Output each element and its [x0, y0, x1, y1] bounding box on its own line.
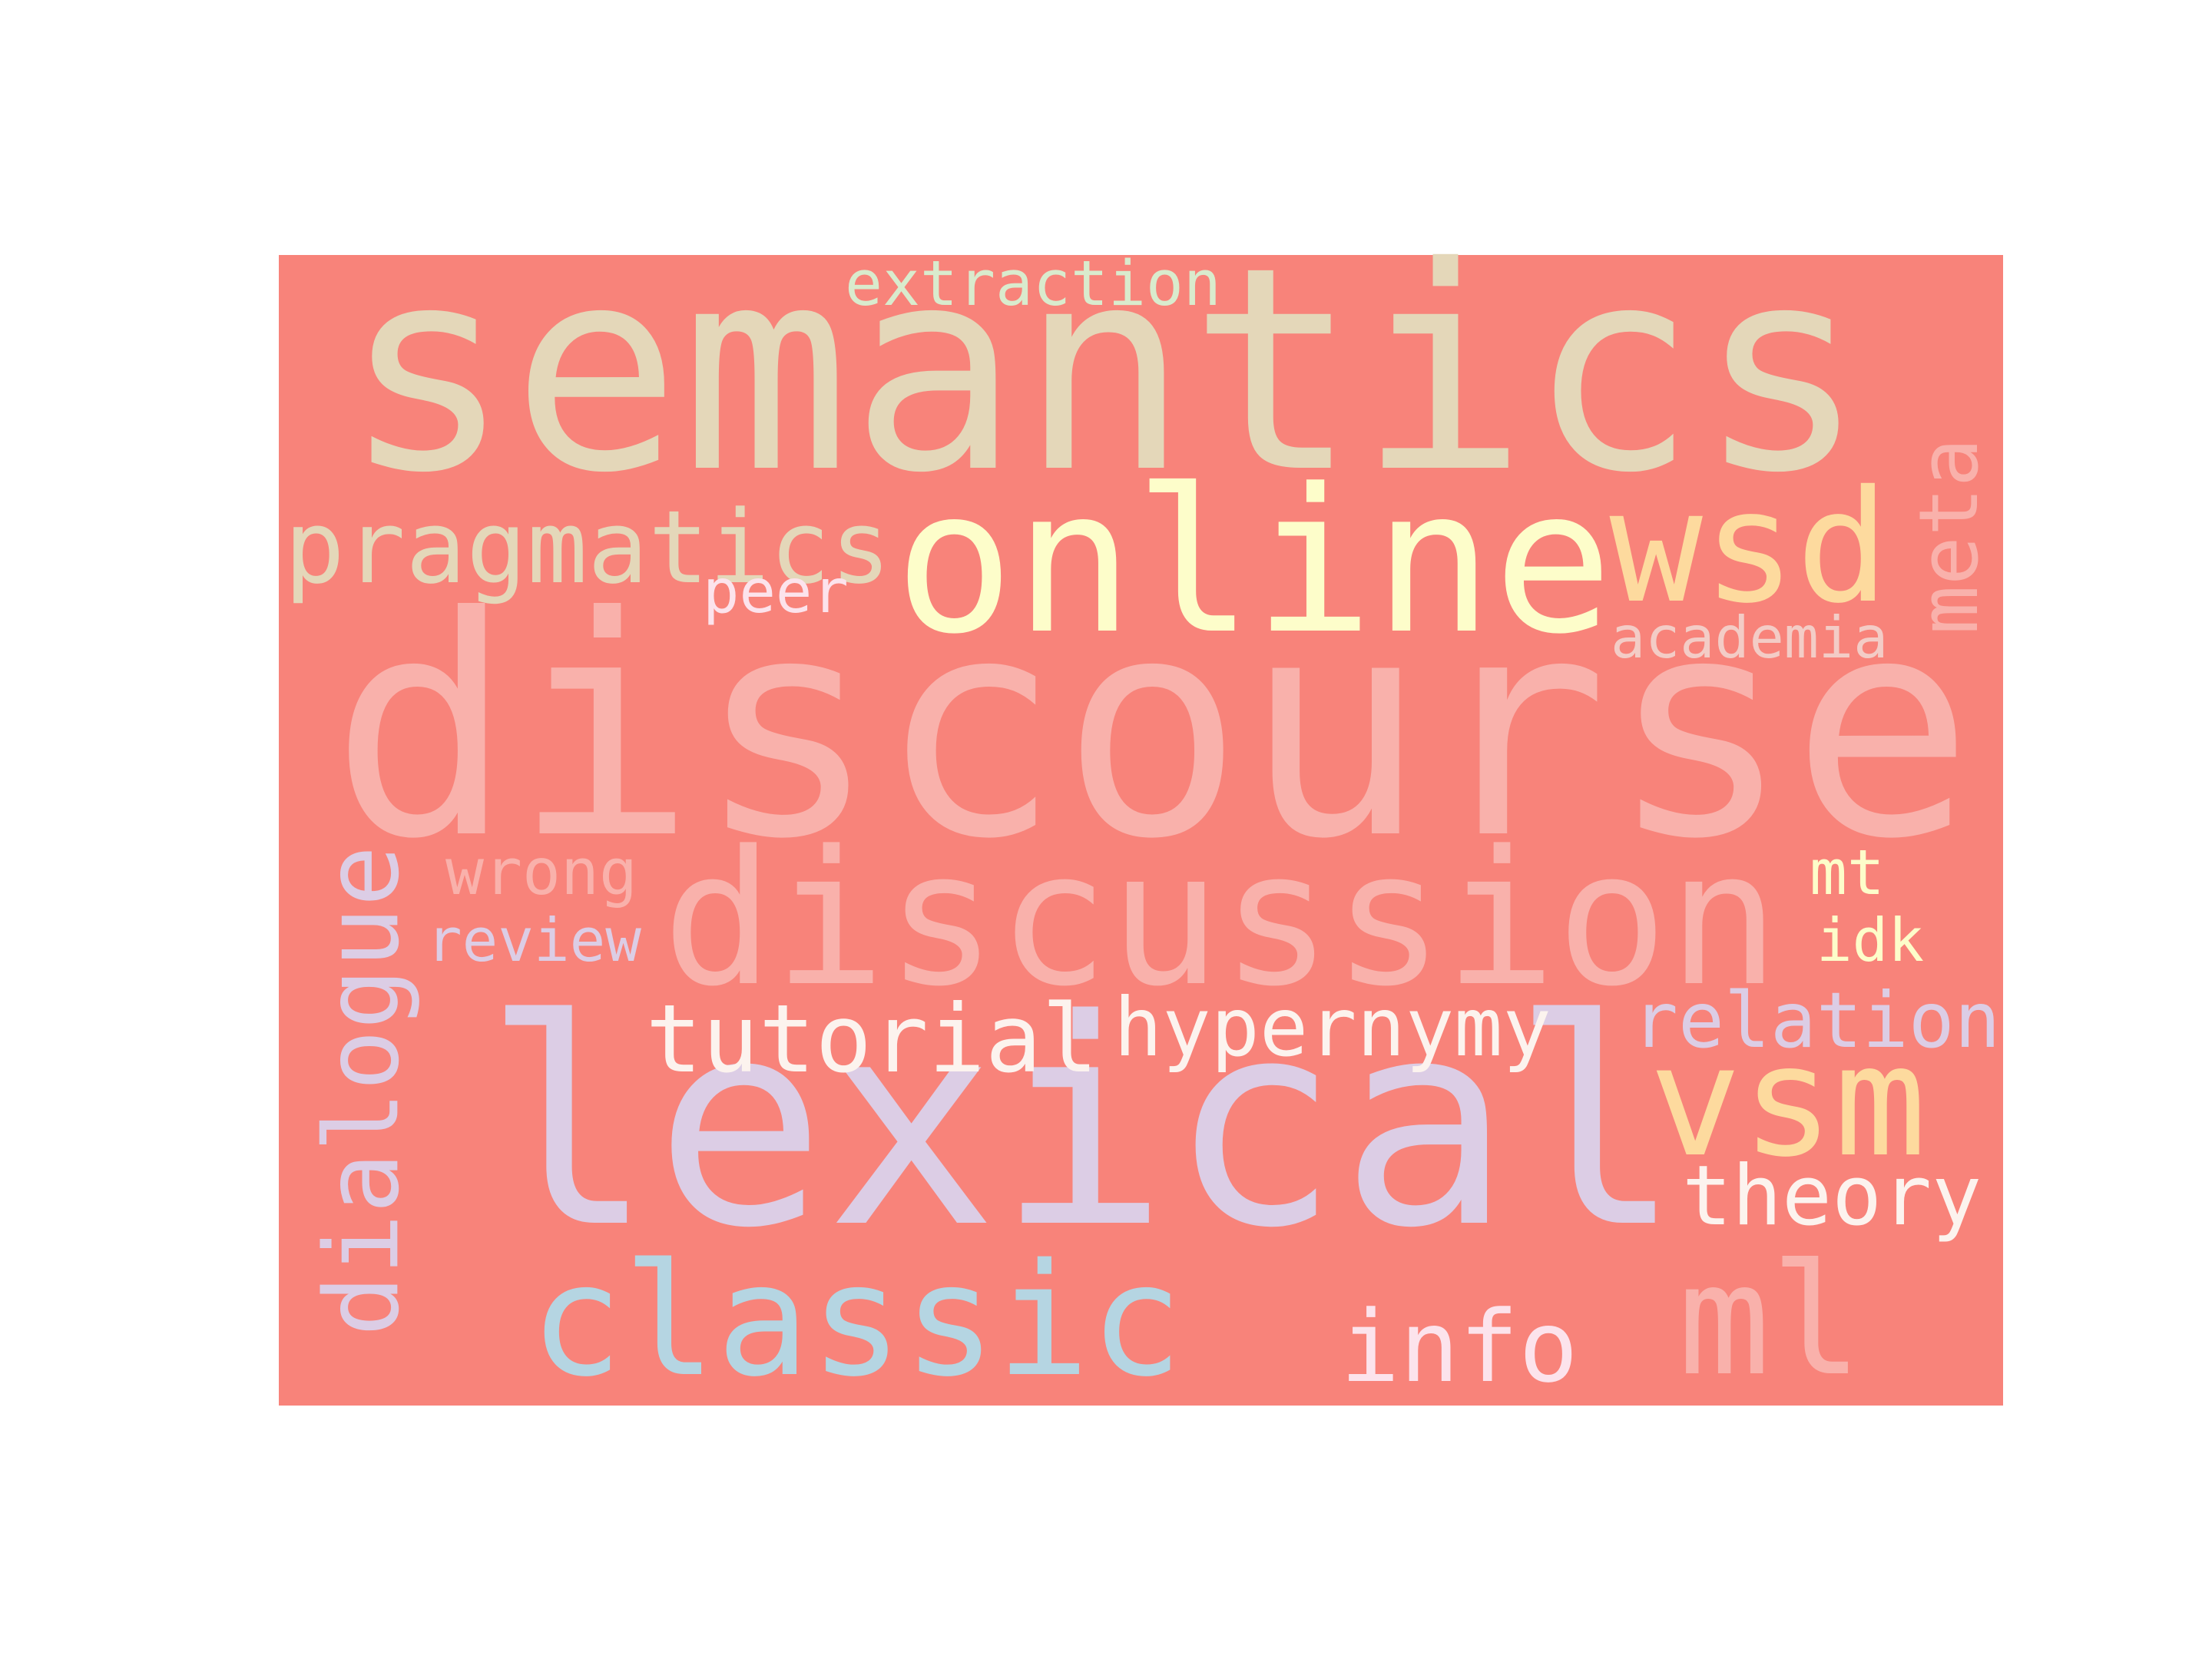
word-dialogue: dialogue — [303, 845, 422, 1336]
word-wsd: wsd — [1609, 456, 1889, 637]
word-lexical: lexical — [483, 959, 1683, 1290]
word-peer: peer — [703, 555, 849, 627]
word-pragmatics: pragmatics — [284, 488, 892, 606]
word-vsm: vsm — [1649, 1012, 1927, 1191]
word-discussion: discussion — [662, 811, 1780, 1028]
word-mt: mt — [1810, 837, 1885, 909]
word-ml: ml — [1677, 1231, 1863, 1410]
word-discourse: discourse — [330, 552, 1974, 906]
word-theory: theory — [1682, 1147, 1982, 1244]
word-tutorial: tutorial — [645, 983, 1098, 1094]
word-wrong: wrong — [445, 834, 637, 909]
word-meta: meta — [1901, 437, 1997, 634]
word-semantics: semantics — [342, 207, 1866, 535]
word-idk: idk — [1816, 906, 1924, 975]
word-review: review — [426, 906, 641, 975]
word-hypernymy: hypernymy — [1114, 980, 1551, 1075]
word-classic: classic — [529, 1230, 1184, 1411]
word-relation: relation — [1632, 977, 2001, 1065]
word-extraction: extraction — [845, 247, 1221, 320]
word-online: online — [894, 447, 1614, 678]
word-info: info — [1340, 1290, 1578, 1405]
word-cloud-background — [279, 255, 2003, 1406]
word-academia: academia — [1611, 603, 1889, 671]
